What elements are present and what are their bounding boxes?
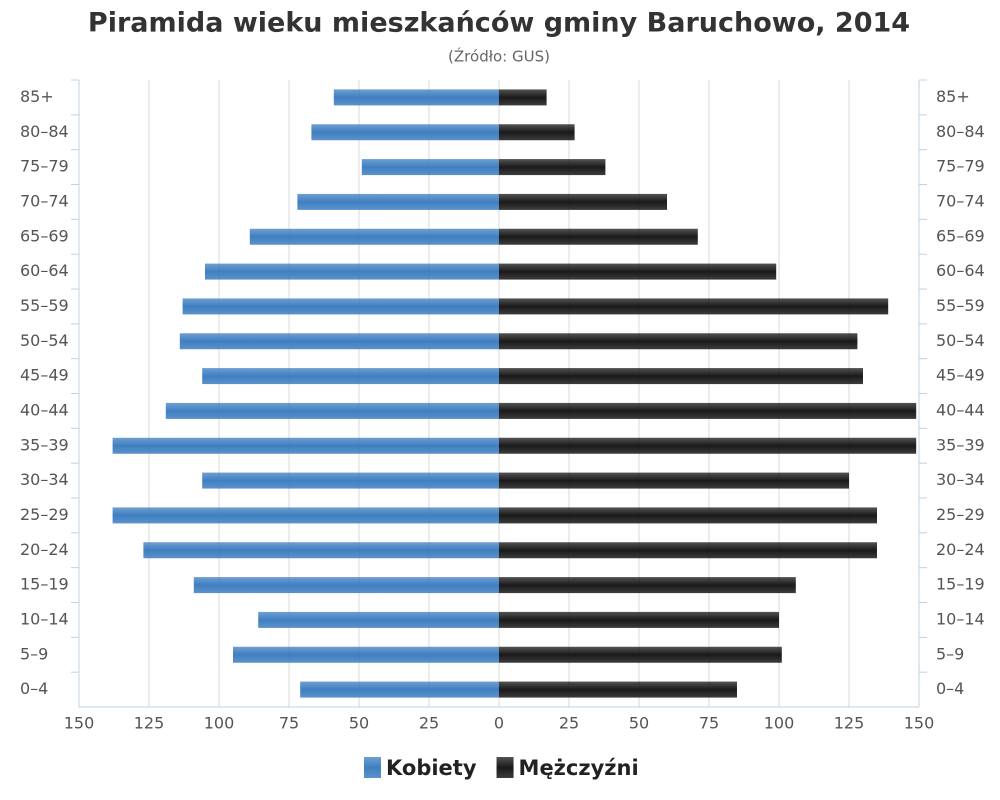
x-tick-label: 125: [834, 714, 865, 733]
bar: [499, 159, 606, 176]
x-tick-label: 75: [699, 714, 719, 733]
bar: [249, 228, 499, 245]
y-tick-label: 80–84: [20, 122, 69, 141]
bar: [165, 402, 500, 419]
bar: [499, 437, 917, 454]
y-tick-label: 60–64: [936, 261, 985, 280]
bar: [499, 89, 547, 106]
y-tick-label: 35–39: [936, 435, 985, 454]
bar: [499, 333, 858, 350]
bar: [202, 368, 499, 385]
chart-title: Piramida wieku mieszkańców gminy Barucho…: [88, 8, 910, 39]
y-tick-label: 75–79: [20, 157, 69, 176]
y-tick-label: 40–44: [20, 400, 69, 419]
bar: [233, 646, 499, 663]
x-tick-label: 50: [349, 714, 369, 733]
bar: [333, 89, 499, 106]
y-tick-label: 20–24: [936, 540, 985, 559]
bar: [361, 159, 499, 176]
x-tick-label: 125: [134, 714, 165, 733]
x-tick-label: 25: [559, 714, 579, 733]
y-tick-label: 25–29: [20, 505, 69, 524]
bar: [499, 472, 849, 489]
bar: [112, 507, 499, 524]
bar: [499, 368, 863, 385]
y-tick-label: 50–54: [20, 331, 69, 350]
bar: [499, 646, 782, 663]
y-tick-label: 10–14: [936, 609, 985, 628]
y-tick-label: 85+: [936, 87, 970, 106]
x-tick-label: 100: [204, 714, 235, 733]
x-tick-label: 50: [629, 714, 649, 733]
y-tick-label: 30–34: [20, 470, 69, 489]
y-tick-label: 55–59: [936, 296, 985, 315]
y-tick-label: 50–54: [936, 331, 985, 350]
y-tick-label: 0–4: [936, 679, 964, 698]
bar: [499, 228, 698, 245]
y-tick-label: 70–74: [936, 191, 985, 210]
y-tick-label: 10–14: [20, 609, 69, 628]
chart-subtitle: (Źródło: GUS): [448, 47, 550, 66]
bar: [112, 437, 499, 454]
y-tick-label: 45–49: [936, 366, 985, 385]
y-tick-label: 20–24: [20, 540, 69, 559]
bar: [205, 263, 499, 280]
x-tick-label: 150: [904, 714, 935, 733]
y-tick-label: 45–49: [20, 366, 69, 385]
y-tick-label: 80–84: [936, 122, 985, 141]
legend-label: Mężczyźni: [519, 756, 639, 780]
bar: [297, 193, 499, 210]
y-tick-label: 0–4: [20, 679, 48, 698]
y-tick-label: 55–59: [20, 296, 69, 315]
bar: [499, 542, 877, 559]
bar: [193, 577, 500, 594]
y-tick-label: 5–9: [20, 644, 48, 663]
bar: [499, 402, 917, 419]
y-tick-label: 35–39: [20, 435, 69, 454]
legend-label: Kobiety: [386, 756, 477, 780]
y-tick-label: 15–19: [936, 575, 985, 594]
bar: [499, 611, 779, 628]
bar: [499, 577, 796, 594]
bar: [143, 542, 499, 559]
legend-swatch: [496, 757, 514, 778]
legend-swatch: [364, 757, 381, 778]
bar: [182, 298, 499, 315]
bar: [499, 298, 889, 315]
bar: [499, 193, 667, 210]
y-tick-label: 70–74: [20, 191, 69, 210]
y-tick-label: 5–9: [936, 644, 964, 663]
bar: [499, 124, 575, 141]
bar: [258, 611, 499, 628]
x-tick-label: 75: [279, 714, 299, 733]
bar: [300, 681, 499, 698]
bar: [499, 681, 737, 698]
x-tick-label: 100: [764, 714, 795, 733]
bar: [202, 472, 499, 489]
y-tick-label: 15–19: [20, 575, 69, 594]
x-tick-label: 25: [419, 714, 439, 733]
y-tick-label: 65–69: [20, 226, 69, 245]
y-tick-label: 25–29: [936, 505, 985, 524]
bar: [499, 507, 877, 524]
bar: [311, 124, 499, 141]
y-tick-label: 85+: [20, 87, 54, 106]
y-tick-label: 30–34: [936, 470, 985, 489]
y-tick-label: 75–79: [936, 157, 985, 176]
y-tick-label: 60–64: [20, 261, 69, 280]
bar: [499, 263, 777, 280]
x-tick-label: 150: [64, 714, 95, 733]
y-tick-label: 65–69: [936, 226, 985, 245]
x-tick-label: 0: [494, 714, 504, 733]
bar: [179, 333, 500, 350]
y-tick-label: 40–44: [936, 400, 985, 419]
